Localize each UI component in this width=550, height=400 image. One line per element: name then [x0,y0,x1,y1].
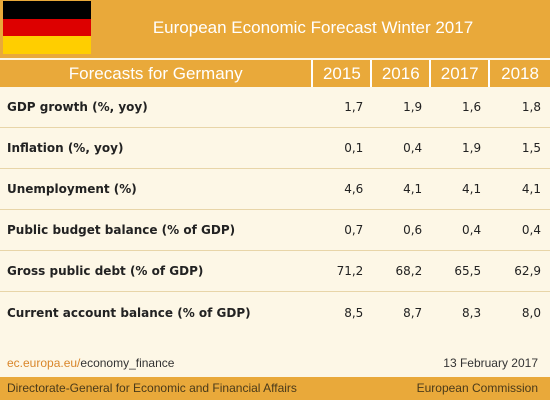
row-value: 1,6 [462,100,482,114]
row-value: 1,9 [462,141,482,155]
row-value: 8,3 [462,305,482,320]
row-value: 0,4 [462,223,482,237]
row-value: 0,4 [403,141,423,155]
row-label: GDP growth (%, yoy) [7,100,148,114]
row-value: 68,2 [395,264,423,278]
row-value: 4,1 [403,182,423,196]
table-row: Gross public debt (% of GDP) 71,2 68,2 6… [0,251,550,292]
table-row: Unemployment (%) 4,6 4,1 4,1 4,1 [0,169,550,210]
row-value: 1,9 [403,100,423,114]
row-value: 0,6 [403,223,423,237]
row-value: 8,0 [521,305,542,320]
year-header: 2016 [372,60,432,87]
source-link[interactable]: ec.europa.eu/economy_finance [7,356,174,370]
row-value: 4,6 [344,182,364,196]
forecast-table: GDP growth (%, yoy) 1,7 1,9 1,6 1,8 Infl… [0,87,550,333]
table-header-label: Forecasts for Germany [0,60,314,87]
row-label: Gross public debt (% of GDP) [7,264,204,278]
row-label: Inflation (%, yoy) [7,141,124,155]
year-header: 2017 [431,60,491,87]
table-row: Current account balance (% of GDP) 8,5 8… [0,292,550,333]
row-value: 0,7 [344,223,364,237]
source-link-path[interactable]: economy_finance [80,356,175,370]
table-row: GDP growth (%, yoy) 1,7 1,9 1,6 1,8 [0,87,550,128]
germany-flag-icon [3,1,91,54]
row-value: 8,7 [403,305,423,320]
row-value: 1,8 [521,100,542,114]
row-value: 0,4 [521,223,542,237]
publication-date: 13 February 2017 [443,356,538,370]
year-header: 2015 [313,60,373,87]
row-value: 8,5 [344,305,364,320]
row-value: 62,9 [514,264,542,278]
header-bar: European Economic Forecast Winter 2017 [0,0,550,58]
row-label: Unemployment (%) [7,182,137,196]
row-label: Current account balance (% of GDP) [7,305,251,320]
footer-bar: Directorate-General for Economic and Fin… [0,377,550,400]
row-value: 1,7 [344,100,364,114]
row-value: 4,1 [521,182,542,196]
table-header: Forecasts for Germany 2015 2016 2017 201… [0,60,550,87]
year-header: 2018 [490,60,550,87]
row-value: 0,1 [344,141,364,155]
row-value: 71,2 [336,264,364,278]
row-label: Public budget balance (% of GDP) [7,223,236,237]
commission-label: European Commission [416,381,538,395]
row-value: 1,5 [521,141,542,155]
source-link-domain[interactable]: ec.europa.eu/ [7,356,81,370]
row-value: 65,5 [454,264,482,278]
directorate-label: Directorate-General for Economic and Fin… [7,381,297,395]
table-row: Inflation (%, yoy) 0,1 0,4 1,9 1,5 [0,128,550,169]
page-title: European Economic Forecast Winter 2017 [152,18,474,37]
row-value: 4,1 [462,182,482,196]
table-row: Public budget balance (% of GDP) 0,7 0,6… [0,210,550,251]
